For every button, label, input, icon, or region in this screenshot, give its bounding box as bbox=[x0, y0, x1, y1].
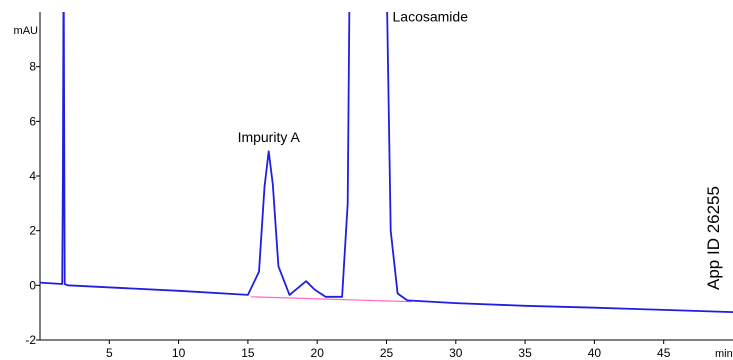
x-tick-label: 25 bbox=[380, 346, 394, 360]
lacosamide-label: Lacosamide bbox=[393, 9, 469, 25]
x-tick-label: 5 bbox=[106, 346, 113, 360]
y-tick-label: 4 bbox=[29, 169, 36, 183]
x-tick-label: 10 bbox=[172, 346, 186, 360]
annotations: Impurity A Lacosamide bbox=[238, 9, 469, 145]
y-tick-label: 6 bbox=[29, 114, 36, 128]
axes bbox=[39, 12, 733, 341]
y-tick-label: 2 bbox=[29, 224, 36, 238]
impurity-a-label: Impurity A bbox=[238, 129, 301, 145]
app-id-watermark: App ID 26255 bbox=[704, 186, 723, 290]
y-axis-unit: mAU bbox=[14, 25, 39, 37]
y-tick-label: 0 bbox=[29, 278, 36, 292]
chromatogram-trace bbox=[40, 12, 733, 313]
x-tick-label: 40 bbox=[588, 346, 602, 360]
ticks: 5 10 15 20 25 30 35 40 45 -2 0 2 4 6 8 mAU min bbox=[14, 25, 733, 360]
x-tick-label: 20 bbox=[311, 346, 325, 360]
integration-baseline bbox=[250, 296, 412, 303]
x-axis-unit: min bbox=[715, 348, 733, 360]
y-tick-label: -2 bbox=[25, 333, 36, 347]
x-tick-label: 15 bbox=[241, 346, 255, 360]
x-tick-label: 30 bbox=[449, 346, 463, 360]
x-tick-label: 45 bbox=[657, 346, 671, 360]
x-tick-label: 35 bbox=[518, 346, 532, 360]
y-tick-label: 8 bbox=[29, 60, 36, 74]
series-layer bbox=[40, 12, 733, 313]
